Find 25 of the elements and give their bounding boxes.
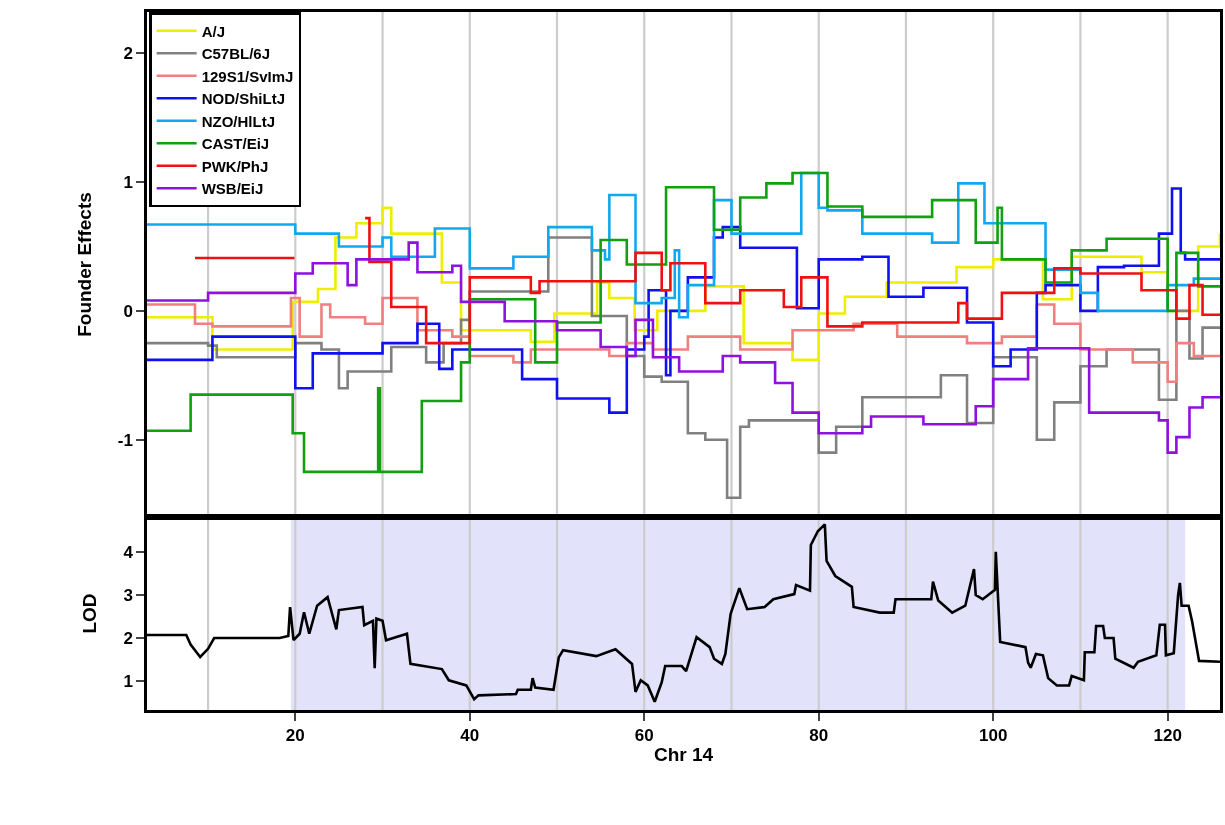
y-tick-label: 1 <box>123 672 133 692</box>
legend-label: NZO/HlLtJ <box>201 112 275 130</box>
x-tick-label: 40 <box>460 726 480 746</box>
y-axis-title: Founder Effects <box>73 192 95 337</box>
y-tick-label: 2 <box>123 44 133 64</box>
legend-label: NOD/ShiLtJ <box>201 90 285 108</box>
y-tick-label: 4 <box>123 542 134 562</box>
x-tick-label: 120 <box>1153 726 1182 746</box>
y-tick-label: 0 <box>123 301 133 321</box>
legend-label: C57BL/6J <box>201 45 271 63</box>
x-axis-title: Chr 14 <box>653 743 714 765</box>
legend-label: PWK/PhJ <box>201 157 269 175</box>
y-tick-label: 3 <box>123 585 133 605</box>
y-tick-label: 1 <box>123 173 133 192</box>
y-axis-title: LOD <box>79 593 101 634</box>
x-tick-label: 100 <box>979 726 1008 746</box>
y-tick-label: 2 <box>123 629 133 648</box>
legend-label: WSB/EiJ <box>201 180 264 198</box>
legend-label: 129S1/SvImJ <box>201 67 294 85</box>
legend-label: A/J <box>201 22 225 40</box>
x-tick-label: 60 <box>634 726 654 746</box>
y-tick-label: -1 <box>117 430 133 450</box>
x-tick-label: 80 <box>809 726 829 746</box>
x-tick-label: 20 <box>285 726 305 746</box>
legend-label: CAST/EiJ <box>201 135 270 153</box>
